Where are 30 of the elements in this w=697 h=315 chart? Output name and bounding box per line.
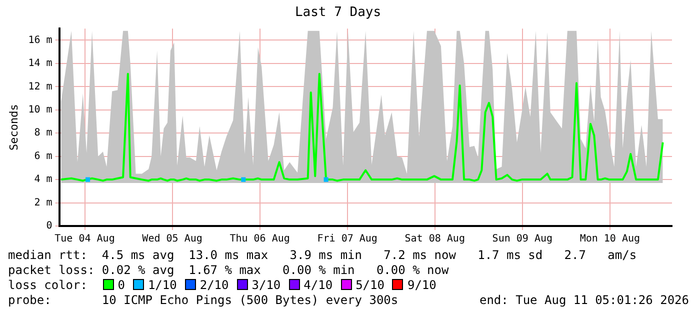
legend-label: 5/10 [356, 278, 384, 292]
y-tick-label: 4 m [34, 174, 52, 186]
legend-label: 3/10 [252, 278, 281, 292]
x-tick-label: Tue 04 Aug [54, 234, 115, 245]
x-tick-label: Wed 05 Aug [142, 234, 202, 245]
text: median rtt: 4.5 ms avg 13.0 ms max 3.9 ms min 7.2 ms now 1.7 ms sd 2.7 am/s [8, 248, 637, 263]
x-tick-label: Sun 09 Aug [492, 234, 553, 245]
legend-label: 4/10 [304, 278, 333, 292]
x-tick-label: Thu 06 Aug [230, 234, 290, 245]
x-tick-label: Sat 08 Aug [404, 234, 465, 245]
x-tick-label: Mon 10 Aug [580, 234, 640, 245]
y-tick-label: 16 m [28, 34, 52, 46]
legend-label: 9/10 [407, 278, 436, 292]
legend-label: 2/10 [200, 278, 229, 292]
legend-label: 1/10 [148, 278, 177, 292]
y-tick-label: 6 m [34, 150, 52, 162]
y-tick-label: 14 m [28, 58, 52, 70]
y-tick-label: 0 [46, 220, 52, 232]
y-tick-label: 2 m [34, 197, 52, 208]
y-tick-label: 8 m [34, 128, 52, 139]
text: end: Tue Aug 11 05:01:26 2026 [479, 293, 689, 307]
chart-title: Last 7 Days [294, 5, 382, 20]
legend-label: 0 [118, 278, 125, 292]
legend-title: loss color: [8, 278, 88, 292]
text: packet loss: 0.02 % avg 1.67 % max 0.00 % min 0.00 % now [8, 263, 450, 278]
y-tick-label: 12 m [28, 81, 52, 92]
text: probe: 10 ICMP Echo Pings (500 Bytes) every 300s [8, 293, 398, 307]
y-axis-title: Seconds [7, 104, 20, 150]
x-tick-label: Fri 07 Aug [317, 234, 378, 245]
y-tick-label: 10 m [28, 104, 52, 116]
